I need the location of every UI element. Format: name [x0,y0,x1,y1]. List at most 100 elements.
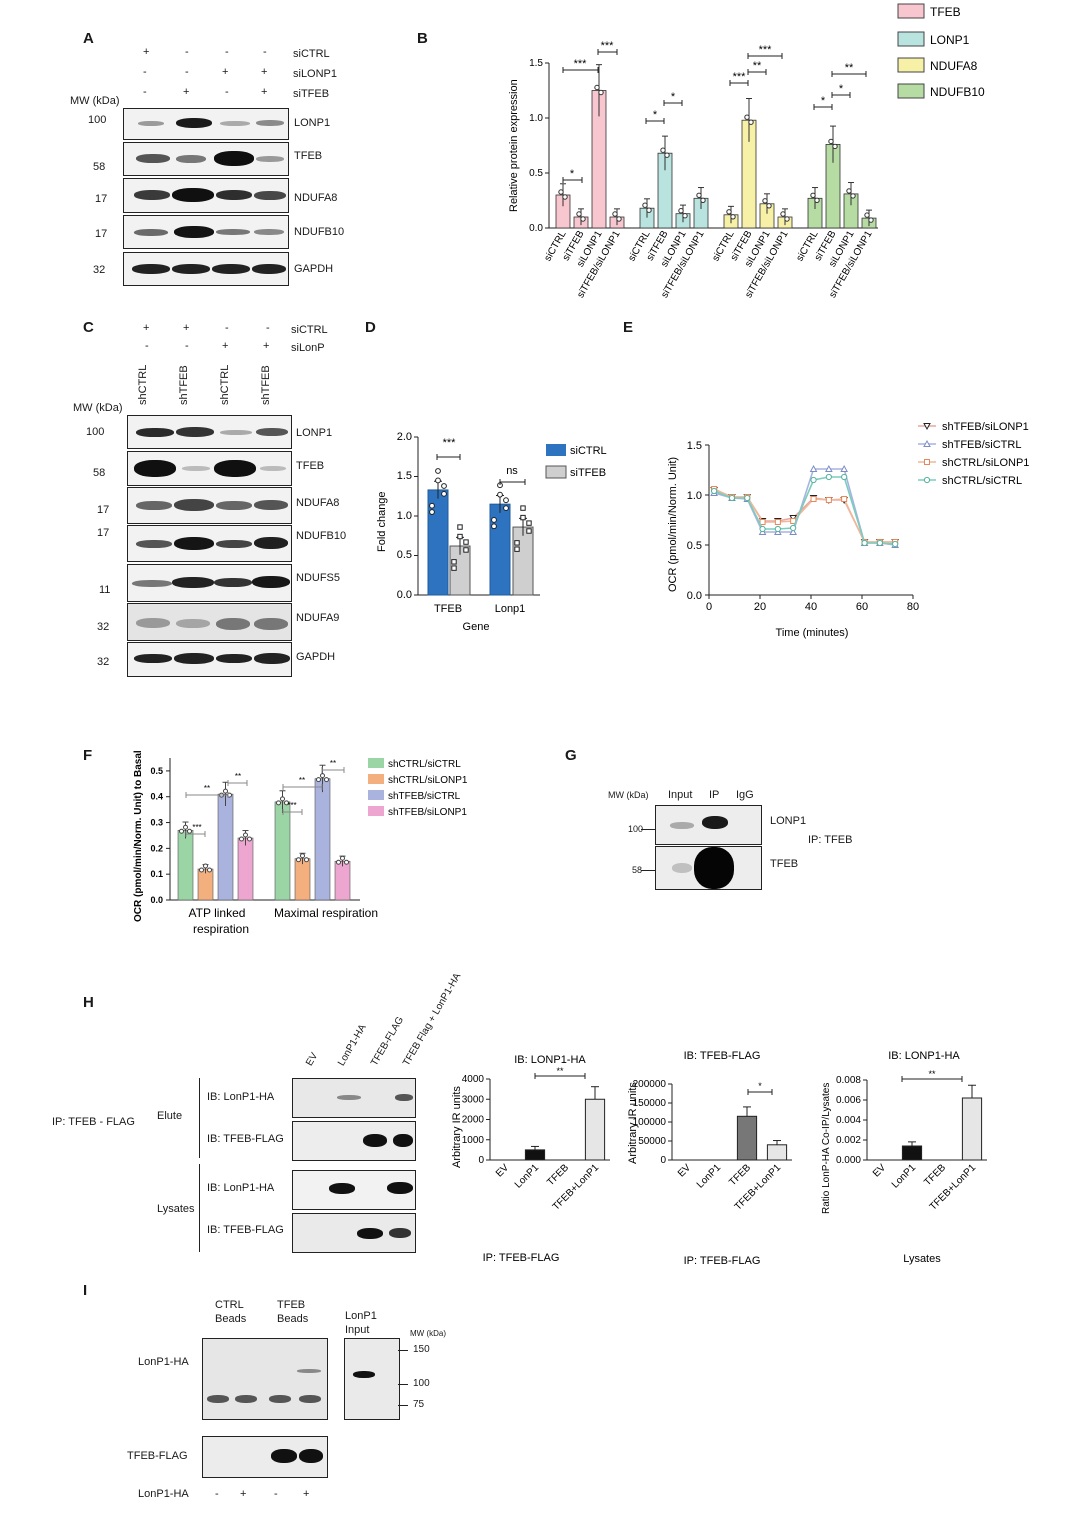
d-point [429,509,435,515]
sign: + [222,66,229,78]
f-ytick: 0.5 [150,766,163,776]
h2-title: IB: TFEB-FLAG [684,1050,761,1062]
section-label: Lysates [157,1203,195,1215]
d-point [514,546,520,552]
lane-label: Input [668,789,693,801]
f-point [320,773,325,779]
panel-letter-g: G [565,747,577,764]
mw-marker: 100 [88,114,107,126]
blot-h-elute-tfeb [292,1121,416,1161]
blot-label: TFEB-FLAG [127,1450,188,1462]
e-legend-marker [923,439,931,447]
b-point [660,147,666,153]
beads-label: Beads [215,1313,247,1325]
e-xtick: 20 [754,601,766,613]
mw-marker: 11 [99,584,111,596]
legend-swatch-tfeb [897,3,925,19]
e-point [841,473,848,481]
d-point [441,483,447,489]
blot-label: GAPDH [296,651,336,663]
h-sig: ** [556,1066,564,1076]
d-point [520,514,526,521]
f-xtick: respiration [193,922,249,936]
mw-marker: 75 [413,1399,425,1410]
sign: + [222,340,229,352]
e-point [728,494,736,502]
h-ytick: 3000 [462,1094,485,1105]
e-point [759,519,766,525]
b-point [766,203,772,209]
f-sig: ** [235,772,241,781]
sign: - [143,86,147,98]
f-point [243,832,248,838]
blot-label: TFEB [294,150,323,162]
sign: - [185,66,189,78]
section-label: Elute [157,1110,183,1122]
d-point [503,497,509,504]
mw-header: MW (kDa) [73,402,123,414]
blot-label: NDUFB10 [294,226,345,238]
blot-i-input [344,1338,400,1420]
beads-label: CTRL [215,1299,244,1311]
legend-swatch-ndufa8 [897,57,925,73]
f-xtick: Maximal respiration [274,906,378,920]
h1-title: IB: LONP1-HA [514,1054,586,1066]
d-sig: ns [506,465,518,477]
h-bar [584,1098,606,1161]
h-xtick: LonP1 [513,1162,542,1191]
h-ytick: 0.004 [836,1115,861,1126]
panel-h-charts: IB: LONP1-HA Arbitrary IR units IP: TFEB… [451,1050,987,1267]
h-ytick: 0.002 [836,1135,861,1146]
sign: - [225,86,229,98]
d-point [491,517,497,523]
panel-b-svg: TFEB LONP1 NDUFA8 NDUFB10 0.0 0.5 1.0 1.… [508,3,985,300]
e-point [892,540,899,548]
d-point [441,490,447,497]
blot-label: NDUFA8 [296,497,340,509]
b-point [726,209,732,215]
h-bar [736,1115,758,1161]
d-point [463,539,469,545]
h-ytick: 0.000 [836,1155,861,1166]
mw-marker: 32 [97,621,110,633]
d-legend-swatch [545,465,567,479]
condition-label: siLonP [291,342,325,354]
f-point [324,777,329,783]
h3-ylabel: Ratio LonP-HA Co-IP/Lysates [821,1083,832,1214]
h-bar [766,1144,788,1161]
blot-lonp1 [123,108,289,140]
blot-label: NDUFA9 [296,612,340,624]
beads-label: TFEB [277,1299,306,1311]
lane-label: IgG [736,789,754,801]
sign: + [303,1488,310,1500]
f-point [199,867,204,873]
blot-label: NDUFB10 [296,530,347,542]
b-point [730,214,736,220]
e-point [759,525,766,533]
b-ytick: 1.5 [529,58,543,69]
blot-label: LONP1 [296,427,333,439]
h-xtick: TFEB [922,1162,948,1188]
sign: - [225,322,229,334]
b-point [642,202,648,208]
d-ytick: 1.0 [397,510,412,522]
lane-label: IP [709,789,720,801]
h-ytick: 0.006 [836,1095,861,1106]
b-point [562,194,568,200]
b-point [814,197,820,204]
f-legend-label: shTFEB/siCTRL [388,791,461,802]
f-bars [177,764,351,901]
f-point [207,867,212,873]
h-ytick: 1000 [462,1135,485,1146]
d-point [435,477,441,484]
sign: + [183,86,190,98]
d-xtick: Lonp1 [495,603,526,615]
legend-swatch-lonp1 [897,31,925,47]
mw-header: MW (kDa) [70,95,120,107]
e-point [825,473,832,481]
panel-e: 0 20 40 60 80 0.0 0.5 1.0 1.5 OCR (pmol/min/Norm… [667,421,1029,639]
sign: + [261,86,268,98]
b-point [784,216,790,222]
